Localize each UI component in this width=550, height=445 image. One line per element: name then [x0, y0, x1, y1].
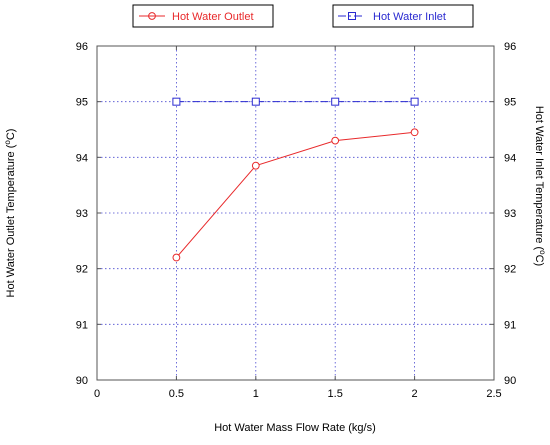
- y-axis-right-title-text: Hot Water Inlet Temperature (: [533, 106, 545, 251]
- y-axis-left-title-text: Hot Water Outlet Temperature (: [5, 144, 17, 297]
- y-tick-label-left: 95: [76, 97, 88, 109]
- y-tick-label-left: 96: [76, 41, 88, 53]
- legend-inlet-marker: [348, 12, 356, 20]
- x-tick-label: 0: [94, 388, 100, 400]
- hot-water-outlet-point: [331, 136, 340, 145]
- y-axis-right-title-unit: C): [533, 255, 545, 267]
- legend-outlet-box: [132, 4, 274, 28]
- y-tick-label-left: 92: [76, 264, 88, 276]
- y-tick-label-left: 93: [76, 208, 88, 220]
- y-tick-label-right: 94: [504, 152, 516, 164]
- legend-inlet-label: Hot Water Inlet: [373, 11, 446, 23]
- y-tick-label-right: 91: [504, 319, 516, 331]
- x-tick-label: 0.5: [169, 388, 184, 400]
- hot-water-outlet-point: [172, 253, 181, 262]
- hot-water-inlet-point: [172, 97, 181, 106]
- y-axis-left-title: Hot Water Outlet Temperature (oC): [3, 129, 17, 298]
- series-layer: [172, 97, 419, 262]
- y-tick-label-right: 93: [504, 208, 516, 220]
- legend-outlet-label: Hot Water Outlet: [172, 11, 254, 23]
- legend-outlet: Hot Water Outlet: [132, 4, 274, 28]
- hot-water-inlet-point: [331, 97, 340, 106]
- hot-water-inlet-point: [251, 97, 260, 106]
- x-tick-label: 1: [253, 388, 259, 400]
- y-axis-right-title: Hot Water Inlet Temperature (oC): [533, 106, 547, 266]
- x-tick-label: 2: [412, 388, 418, 400]
- y-tick-label-right: 90: [504, 375, 516, 387]
- hot-water-inlet-point: [410, 97, 419, 106]
- legend-outlet-marker: [148, 12, 156, 20]
- y-tick-label-right: 92: [504, 264, 516, 276]
- y-axis-left-title-degree: o: [3, 140, 12, 145]
- y-tick-label-right: 96: [504, 41, 516, 53]
- x-tick-label: 2.5: [486, 388, 501, 400]
- y-tick-label-right: 95: [504, 97, 516, 109]
- legend-inlet: Hot Water Inlet: [332, 4, 474, 28]
- y-axis-right-title-degree: o: [538, 250, 547, 255]
- y-tick-label-left: 91: [76, 319, 88, 331]
- hot-water-outlet-point: [251, 161, 260, 170]
- x-tick-label: 1.5: [328, 388, 343, 400]
- hot-water-outlet-point: [410, 128, 419, 137]
- hot-water-outlet-series-line: [176, 131, 415, 258]
- grid-layer: [97, 46, 494, 380]
- x-axis-title: Hot Water Mass Flow Rate (kg/s): [214, 422, 376, 434]
- y-tick-label-left: 94: [76, 152, 88, 164]
- y-axis-left-title-unit: C): [5, 129, 17, 141]
- y-tick-label-left: 90: [76, 375, 88, 387]
- legend-inlet-box: [332, 4, 474, 28]
